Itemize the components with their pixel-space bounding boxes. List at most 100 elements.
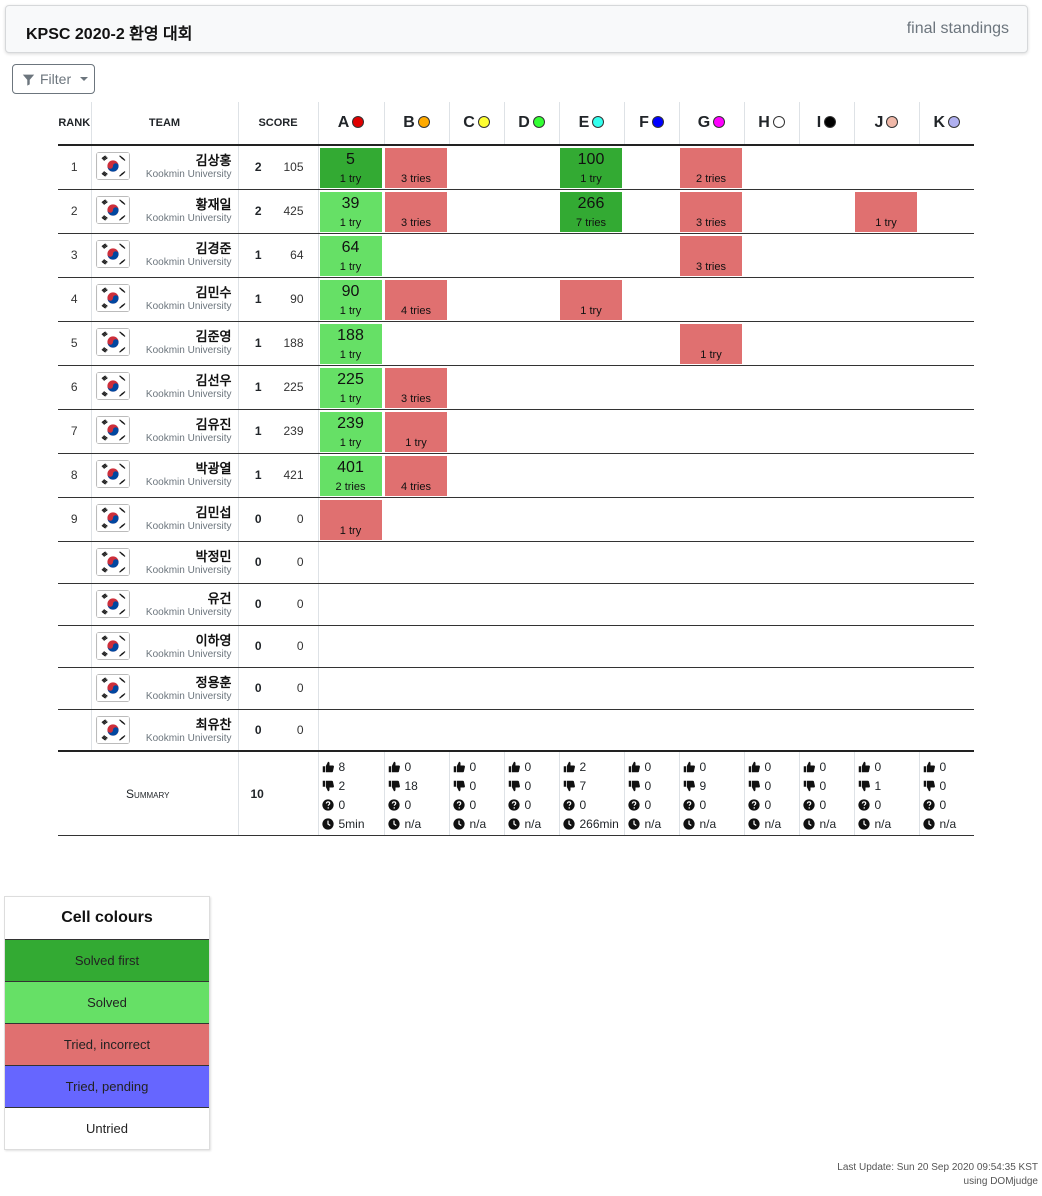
score-cell-i bbox=[799, 409, 854, 454]
domjudge-credit[interactable]: using DOMjudge bbox=[963, 1176, 1038, 1187]
team-affiliation: Kookmin University bbox=[145, 690, 232, 702]
summary-label: Summary bbox=[58, 750, 238, 836]
team-cell[interactable]: 김선우 Kookmin University bbox=[91, 365, 239, 410]
filter-label: Filter bbox=[40, 71, 72, 87]
clock-icon bbox=[747, 817, 760, 830]
thumbs-up-icon bbox=[322, 761, 334, 773]
team-cell[interactable]: 이하영 Kookmin University bbox=[91, 625, 239, 668]
problem-header-e[interactable]: E bbox=[558, 102, 624, 146]
team-row[interactable]: 정용훈 Kookmin University 0 0 bbox=[58, 667, 974, 710]
team-row[interactable]: 6 김선우 Kookmin University 1 225 225 1 try 3 trie… bbox=[58, 365, 974, 410]
team-cell[interactable]: 김준영 Kookmin University bbox=[91, 321, 239, 366]
score-cell-k bbox=[919, 321, 974, 366]
problem-result[interactable]: 1 try bbox=[680, 323, 742, 364]
team-cell[interactable]: 김경준 Kookmin University bbox=[91, 233, 239, 278]
problem-header-g[interactable]: G bbox=[678, 102, 744, 146]
team-cell[interactable]: 김상홍 Kookmin University bbox=[91, 145, 239, 190]
problem-result[interactable]: 239 1 try bbox=[319, 411, 382, 452]
team-cell[interactable]: 황재일 Kookmin University bbox=[91, 189, 239, 234]
score-cell-f bbox=[624, 625, 679, 668]
problem-result[interactable]: 2 tries bbox=[680, 148, 742, 188]
team-row[interactable]: 최유찬 Kookmin University 0 0 bbox=[58, 709, 974, 752]
team-row[interactable]: 1 김상홍 Kookmin University 2 105 5 1 try 3 tries 1… bbox=[58, 145, 974, 190]
score-cell-c bbox=[449, 321, 504, 366]
team-rank: 4 bbox=[58, 277, 92, 322]
score-cell-h bbox=[744, 497, 799, 542]
problem-label: A bbox=[337, 114, 350, 131]
problem-result[interactable]: 401 2 tries bbox=[319, 455, 382, 496]
problem-result[interactable]: 4 tries bbox=[385, 279, 447, 320]
problem-result[interactable]: 1 try bbox=[855, 191, 917, 232]
stat-value: 266min bbox=[579, 816, 619, 831]
team-name: 김민섭 bbox=[195, 504, 232, 520]
team-rank bbox=[58, 625, 92, 668]
score-cell-d bbox=[504, 541, 559, 584]
problem-result[interactable]: 3 tries bbox=[385, 191, 447, 232]
try-count: 4 tries bbox=[401, 304, 431, 317]
stat-value: 7 bbox=[579, 778, 587, 793]
team-cell[interactable]: 정용훈 Kookmin University bbox=[91, 667, 239, 710]
team-row[interactable]: 박정민 Kookmin University 0 0 bbox=[58, 541, 974, 584]
team-affiliation: Kookmin University bbox=[145, 606, 232, 618]
problem-result[interactable]: 39 1 try bbox=[319, 191, 382, 232]
score-cell-j bbox=[854, 625, 919, 668]
problem-header-f[interactable]: F bbox=[623, 102, 679, 146]
score-cell-d bbox=[504, 277, 559, 322]
score-cell-i bbox=[799, 583, 854, 626]
summary-stat-correct: 0 bbox=[803, 757, 854, 776]
team-cell[interactable]: 김민수 Kookmin University bbox=[91, 277, 239, 322]
team-row[interactable]: 7 김유진 Kookmin University 1 239 239 1 try 1 try bbox=[58, 409, 974, 454]
problem-result[interactable]: 64 1 try bbox=[319, 235, 382, 276]
score-cell-a: 39 1 try bbox=[318, 189, 384, 234]
problem-header-h[interactable]: H bbox=[743, 102, 799, 146]
score-cell-b bbox=[384, 321, 449, 366]
problem-header-b[interactable]: B bbox=[383, 102, 449, 146]
try-count: 3 tries bbox=[401, 392, 431, 405]
problem-result[interactable]: 5 1 try bbox=[319, 148, 382, 188]
problem-result[interactable]: 4 tries bbox=[385, 455, 447, 496]
problem-result[interactable]: 266 7 tries bbox=[560, 191, 622, 232]
problem-result[interactable]: 188 1 try bbox=[319, 323, 382, 364]
team-row[interactable]: 8 박광열 Kookmin University 1 421 401 2 tries 4 tr… bbox=[58, 453, 974, 498]
problem-header-d[interactable]: D bbox=[503, 102, 559, 146]
team-row[interactable]: 9 김민섭 Kookmin University 0 0 1 try bbox=[58, 497, 974, 542]
contest-title[interactable]: KPSC 2020-2 환영 대회 bbox=[26, 26, 193, 43]
problem-result[interactable]: 100 1 try bbox=[560, 148, 622, 188]
team-cell[interactable]: 박정민 Kookmin University bbox=[91, 541, 239, 584]
problem-result[interactable]: 1 try bbox=[385, 411, 447, 452]
summary-stat-first: 266min bbox=[562, 814, 624, 833]
problem-result[interactable]: 1 try bbox=[560, 279, 622, 320]
problem-result[interactable]: 1 try bbox=[319, 499, 382, 540]
team-cell[interactable]: 최유찬 Kookmin University bbox=[91, 709, 239, 752]
team-cell[interactable]: 김민섭 Kookmin University bbox=[91, 497, 239, 542]
problem-header-a[interactable]: A bbox=[317, 102, 384, 146]
problem-result[interactable]: 3 tries bbox=[680, 191, 742, 232]
problem-header-i[interactable]: I bbox=[798, 102, 854, 146]
team-row[interactable]: 5 김준영 Kookmin University 1 188 188 1 try 1 try bbox=[58, 321, 974, 366]
score-cell-f bbox=[624, 583, 679, 626]
team-rank bbox=[58, 541, 92, 584]
team-cell[interactable]: 김유진 Kookmin University bbox=[91, 409, 239, 454]
team-row[interactable]: 유건 Kookmin University 0 0 bbox=[58, 583, 974, 626]
problem-result[interactable]: 225 1 try bbox=[319, 367, 382, 408]
team-cell[interactable]: 박광열 Kookmin University bbox=[91, 453, 239, 498]
summary-stat-pending: 0 bbox=[507, 795, 559, 814]
team-cell[interactable]: 유건 Kookmin University bbox=[91, 583, 239, 626]
team-row[interactable]: 2 황재일 Kookmin University 2 425 39 1 try 3 tries… bbox=[58, 189, 974, 234]
problem-result[interactable]: 3 tries bbox=[680, 235, 742, 276]
summary-stat-incorrect: 0 bbox=[748, 776, 799, 795]
problem-result[interactable]: 3 tries bbox=[385, 367, 447, 408]
problem-result[interactable]: 90 1 try bbox=[319, 279, 382, 320]
problem-header-k[interactable]: K bbox=[918, 102, 974, 146]
team-row[interactable]: 이하영 Kookmin University 0 0 bbox=[58, 625, 974, 668]
problem-header-j[interactable]: J bbox=[853, 102, 919, 146]
problem-header-c[interactable]: C bbox=[448, 102, 504, 146]
question-circle-icon bbox=[452, 798, 465, 811]
problem-result[interactable]: 3 tries bbox=[385, 148, 447, 188]
team-row[interactable]: 3 김경준 Kookmin University 1 64 64 1 try 3 tries bbox=[58, 233, 974, 278]
stat-value: 0 bbox=[524, 778, 532, 793]
filter-button[interactable]: Filter bbox=[12, 64, 95, 94]
thumbs-down-icon bbox=[388, 780, 400, 792]
score-cell-a: 64 1 try bbox=[318, 233, 384, 278]
team-row[interactable]: 4 김민수 Kookmin University 1 90 90 1 try 4 tries 1… bbox=[58, 277, 974, 322]
